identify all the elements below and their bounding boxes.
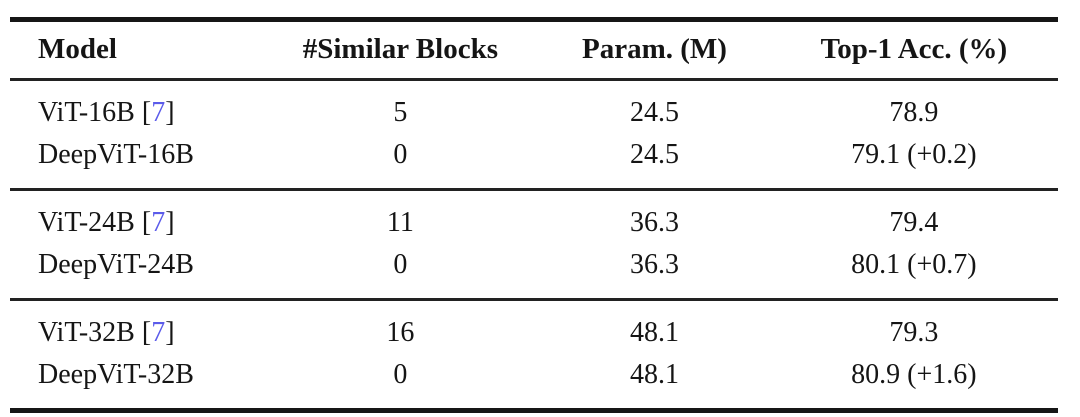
param-cell: 36.3 — [630, 249, 679, 280]
top1-cell: 79.4 — [889, 207, 939, 238]
header-top1-acc: Top-1 Acc. (%) — [769, 19, 1058, 81]
top1-cell: 80.1 (+0.7) — [851, 249, 977, 280]
header-param: Param. (M) — [539, 19, 770, 81]
table-row: DeepViT-32B 0 48.1 80.9 (+1.6) — [10, 354, 1058, 411]
cite-bracket-close: ] — [165, 317, 175, 348]
model-name: DeepViT-24B — [38, 249, 194, 280]
cite-bracket-close: ] — [165, 207, 175, 238]
param-cell: 48.1 — [630, 359, 679, 390]
citation-link[interactable]: 7 — [151, 207, 166, 238]
cite-bracket-open: [ — [134, 97, 152, 128]
top1-cell: 78.9 — [889, 97, 939, 128]
model-name: DeepViT-32B — [38, 359, 194, 390]
header-similar-blocks: #Similar Blocks — [261, 19, 540, 81]
top1-cell: 79.3 — [889, 317, 939, 348]
cite-bracket-open: [ — [134, 207, 152, 238]
group-16b: ViT-16B [7] 5 24.5 78.9 DeepViT-16B 0 24… — [10, 80, 1058, 190]
table-row: DeepViT-24B 0 36.3 80.1 (+0.7) — [10, 244, 1058, 300]
citation-link[interactable]: 7 — [151, 317, 166, 348]
model-cell: ViT-24B [7] — [10, 190, 262, 245]
model-cell: ViT-16B [7] — [10, 80, 262, 135]
model-cell: DeepViT-32B — [10, 354, 262, 411]
results-table-container: Model #Similar Blocks Param. (M) Top-1 A… — [10, 17, 1058, 413]
top1-cell: 79.1 (+0.2) — [851, 139, 977, 170]
header-model: Model — [10, 19, 262, 81]
model-name: ViT-24B — [38, 207, 135, 238]
group-32b: ViT-32B [7] 16 48.1 79.3 DeepViT-32B 0 4… — [10, 300, 1058, 411]
table-row: ViT-32B [7] 16 48.1 79.3 — [10, 300, 1058, 355]
similar-blocks-cell: 0 — [393, 249, 408, 280]
header-row: Model #Similar Blocks Param. (M) Top-1 A… — [10, 19, 1058, 81]
cite-bracket-close: ] — [165, 97, 175, 128]
model-name: ViT-32B — [38, 317, 135, 348]
param-cell: 48.1 — [630, 317, 679, 348]
param-cell: 24.5 — [630, 97, 679, 128]
model-cell: DeepViT-24B — [10, 244, 262, 300]
similar-blocks-cell: 5 — [393, 97, 408, 128]
table-row: ViT-16B [7] 5 24.5 78.9 — [10, 80, 1058, 135]
model-name: ViT-16B — [38, 97, 135, 128]
model-cell: ViT-32B [7] — [10, 300, 262, 355]
param-cell: 24.5 — [630, 139, 679, 170]
table-row: DeepViT-16B 0 24.5 79.1 (+0.2) — [10, 134, 1058, 190]
top1-cell: 80.9 (+1.6) — [851, 359, 977, 390]
table-header: Model #Similar Blocks Param. (M) Top-1 A… — [10, 19, 1058, 81]
results-table: Model #Similar Blocks Param. (M) Top-1 A… — [10, 17, 1058, 413]
similar-blocks-cell: 11 — [386, 207, 414, 238]
model-name: DeepViT-16B — [38, 139, 194, 170]
param-cell: 36.3 — [630, 207, 679, 238]
similar-blocks-cell: 0 — [393, 359, 408, 390]
model-cell: DeepViT-16B — [10, 134, 262, 190]
similar-blocks-cell: 16 — [386, 317, 415, 348]
table-row: ViT-24B [7] 11 36.3 79.4 — [10, 190, 1058, 245]
similar-blocks-cell: 0 — [393, 139, 408, 170]
citation-link[interactable]: 7 — [151, 97, 166, 128]
cite-bracket-open: [ — [134, 317, 152, 348]
group-24b: ViT-24B [7] 11 36.3 79.4 DeepViT-24B 0 3… — [10, 190, 1058, 300]
